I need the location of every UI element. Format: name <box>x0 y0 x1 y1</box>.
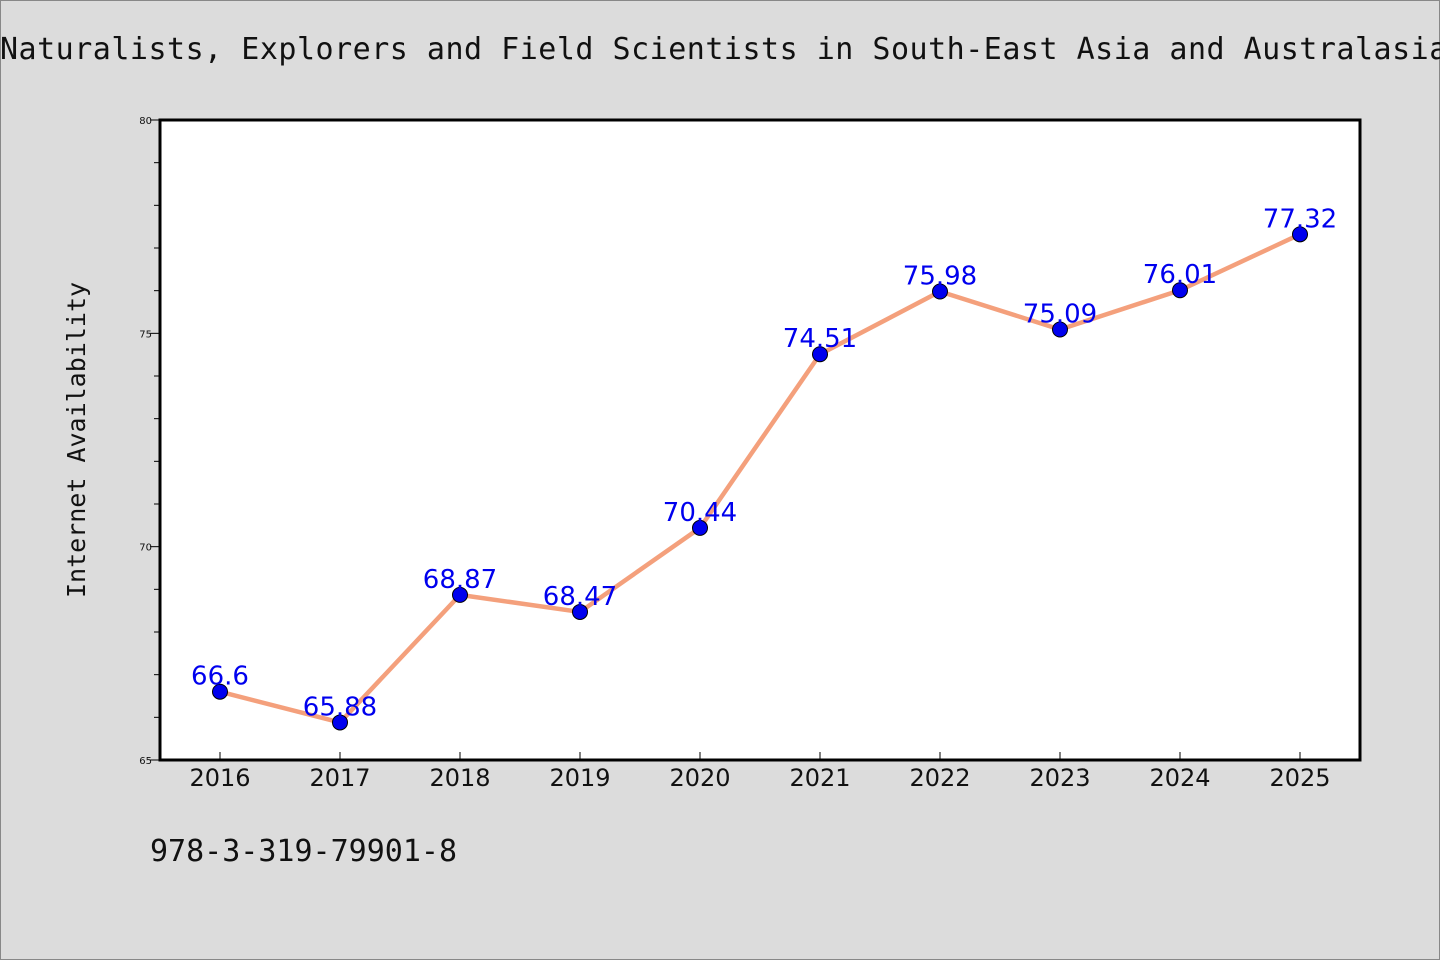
data-label: 74.51 <box>783 324 857 354</box>
plot-frame <box>158 118 1362 762</box>
chart-title: Naturalists, Explorers and Field Scienti… <box>0 32 1440 67</box>
data-point <box>212 683 228 700</box>
data-label: 68.47 <box>543 582 617 612</box>
data-point <box>1172 282 1188 299</box>
data-label: 77.32 <box>1263 204 1337 234</box>
series-layer <box>212 226 1308 731</box>
data-point <box>1292 226 1308 243</box>
data-point <box>332 714 348 731</box>
x-axis: 2016 2017 2018 2019 2020 2021 2022 2023 2024 2025 <box>189 752 1331 792</box>
data-label: 75.98 <box>903 262 977 292</box>
data-point <box>932 283 948 300</box>
x-tick-label: 2021 <box>789 764 850 792</box>
x-tick-label: 2024 <box>1149 764 1210 792</box>
data-point <box>1052 321 1068 338</box>
data-label: 70.44 <box>663 498 737 528</box>
y-tick-label: 65 <box>139 756 152 767</box>
y-tick-label: 75 <box>139 329 152 340</box>
data-point <box>692 519 708 536</box>
x-tick-label: 2017 <box>309 764 370 792</box>
x-tick-label: 2023 <box>1029 764 1090 792</box>
x-tick-label: 2018 <box>429 764 490 792</box>
data-label: 76.01 <box>1143 260 1217 290</box>
data-label: 65.88 <box>303 692 377 722</box>
data-label: 66.6 <box>191 662 249 692</box>
isbn-text: 978-3-319-79901-8 <box>150 834 458 869</box>
data-label: 75.09 <box>1023 299 1097 329</box>
data-point <box>572 603 588 620</box>
y-tick-label: 80 <box>139 116 152 127</box>
data-label: 68.87 <box>423 565 497 595</box>
series-line <box>217 232 1303 725</box>
data-labels: 66.6 65.88 68.87 68.47 70.44 74.51 75.98 75.09 7… <box>191 204 1337 722</box>
y-axis-label: Internet Availability <box>62 282 91 598</box>
y-axis: 65 70 75 80 <box>139 116 160 767</box>
y-tick-label: 70 <box>139 543 152 554</box>
x-tick-label: 2022 <box>909 764 970 792</box>
data-point <box>812 346 828 363</box>
x-tick-label: 2020 <box>669 764 730 792</box>
x-tick-label: 2019 <box>549 764 610 792</box>
x-tick-label: 2016 <box>189 764 250 792</box>
data-point <box>452 586 468 603</box>
x-tick-label: 2025 <box>1269 764 1330 792</box>
